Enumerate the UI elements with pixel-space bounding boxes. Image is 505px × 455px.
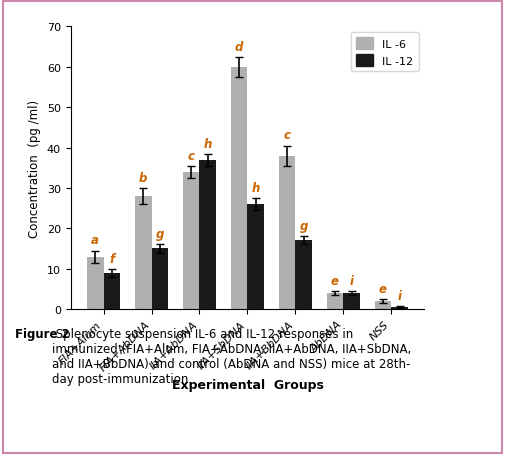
Bar: [343, 293, 360, 309]
Bar: [104, 273, 120, 309]
Bar: [199, 160, 216, 309]
Text: c: c: [187, 149, 194, 162]
Bar: [135, 197, 152, 309]
Bar: [247, 205, 264, 309]
Bar: [295, 241, 312, 309]
Bar: [87, 257, 104, 309]
Text: e: e: [331, 274, 339, 287]
Bar: [279, 156, 295, 309]
Bar: [327, 293, 343, 309]
Bar: [231, 68, 247, 309]
Text: a: a: [91, 234, 99, 247]
Text: Splenocyte suspension IL-6 and IL-12 responses in
immunized (FIA+Alum, FIA+AbDNA: Splenocyte suspension IL-6 and IL-12 res…: [52, 328, 411, 385]
Text: c: c: [283, 129, 290, 142]
Text: g: g: [156, 228, 164, 241]
Text: h: h: [204, 137, 212, 150]
Text: f: f: [110, 252, 115, 265]
Text: h: h: [251, 182, 260, 195]
Text: g: g: [299, 220, 308, 233]
Bar: [391, 308, 408, 309]
Text: b: b: [139, 172, 147, 184]
Text: e: e: [379, 283, 387, 296]
Text: i: i: [398, 289, 402, 303]
Text: Figure 2: Figure 2: [15, 328, 70, 341]
Text: i: i: [350, 274, 354, 287]
Text: d: d: [235, 40, 243, 54]
Bar: [152, 249, 168, 309]
Legend: IL -6, IL -12: IL -6, IL -12: [351, 33, 419, 72]
Bar: [375, 301, 391, 309]
Y-axis label: Concentration  (pg /ml): Concentration (pg /ml): [28, 100, 41, 237]
X-axis label: Experimental  Groups: Experimental Groups: [172, 378, 323, 391]
Bar: [183, 172, 199, 309]
